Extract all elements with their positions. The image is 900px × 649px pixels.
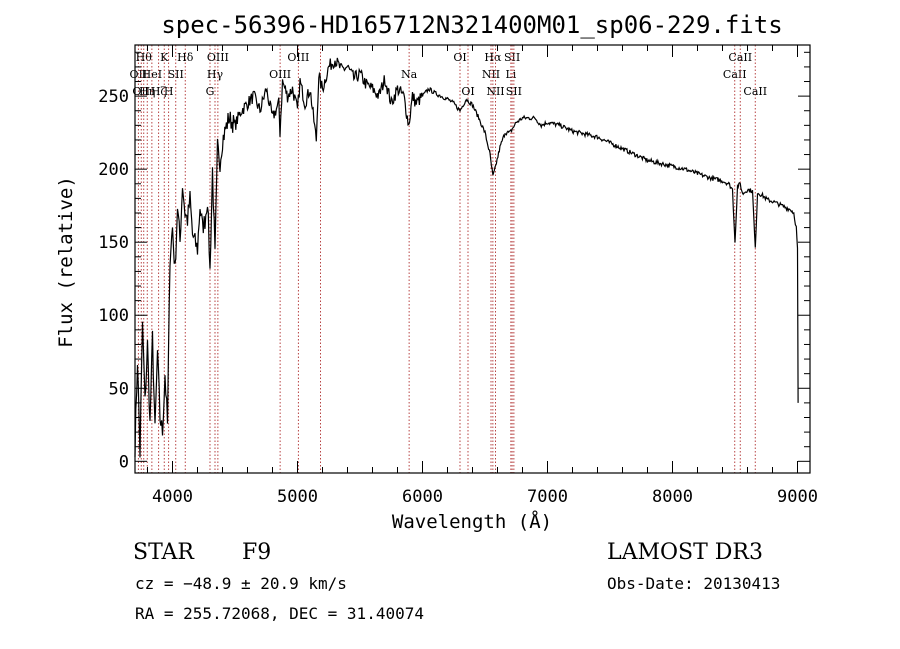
- x-tick-label: 8000: [652, 487, 693, 507]
- line-label: CaII: [743, 85, 767, 98]
- line-label: SII: [506, 85, 522, 98]
- x-axis-label: Wavelength (Å): [392, 510, 552, 533]
- x-tick-label: 4000: [152, 487, 193, 507]
- line-label: CaII: [728, 51, 752, 64]
- line-label: CaII: [723, 68, 747, 81]
- line-label: SII: [504, 51, 520, 64]
- line-label: Hθ: [136, 51, 153, 64]
- y-tick-label: 250: [98, 87, 129, 107]
- spectral-subclass: F9: [242, 540, 272, 565]
- line-label: H: [164, 85, 174, 98]
- y-axis-label: Flux (relative): [55, 176, 77, 348]
- line-label: OII: [132, 85, 150, 98]
- line-label: OI: [453, 51, 466, 64]
- line-label: OIII: [207, 51, 229, 64]
- line-label: NII: [482, 68, 500, 81]
- line-label: Hζ: [151, 85, 167, 98]
- line-label: SII: [168, 68, 184, 81]
- x-tick-label: 9000: [777, 487, 818, 507]
- y-tick-label: 100: [98, 306, 129, 326]
- chart-title: spec-56396-HD165712N321400M01_sp06-229.f…: [161, 11, 782, 39]
- spectrum-line: [134, 57, 799, 458]
- observation-date: Obs-Date: 20130413: [607, 574, 781, 593]
- line-label: OIII: [269, 68, 291, 81]
- y-tick-label: 150: [98, 233, 129, 253]
- spectrum-chart: spec-56396-HD165712N321400M01_sp06-229.f…: [55, 11, 818, 533]
- coordinates: RA = 255.72068, DEC = 31.40074: [135, 604, 424, 623]
- line-label: HeI: [142, 68, 162, 81]
- line-label: Hγ: [207, 68, 224, 81]
- line-label: OII: [130, 68, 148, 81]
- line-label: G: [206, 85, 215, 98]
- object-type: STAR: [133, 540, 194, 565]
- survey-name: LAMOST DR3: [607, 540, 763, 565]
- redshift-info: cz = −48.9 ± 20.9 km/s: [135, 574, 347, 593]
- y-tick-label: 200: [98, 160, 129, 180]
- x-tick-label: 6000: [402, 487, 443, 507]
- line-label: Na: [401, 68, 418, 81]
- line-label: K: [160, 51, 169, 64]
- x-tick-label: 7000: [527, 487, 568, 507]
- line-label: OIII: [287, 51, 309, 64]
- axis-ticks: 4000 5000 6000 7000 8000 9000 0 50 100 150 200 250: [98, 45, 818, 507]
- spectral-line-markers: OII OII Hθ Hη HeI Hζ K H SII Hδ G Hγ OIII OIII OIII Na O…: [130, 45, 767, 473]
- y-tick-label: 50: [109, 379, 129, 399]
- line-label: OI: [461, 85, 474, 98]
- line-label: Hη: [139, 85, 155, 98]
- line-label: Hα: [484, 51, 502, 64]
- line-label: NII: [486, 85, 504, 98]
- x-tick-label: 5000: [277, 487, 318, 507]
- line-label: Hδ: [177, 51, 194, 64]
- y-tick-label: 0: [119, 452, 129, 472]
- line-label: Li: [505, 68, 516, 81]
- plot-frame: [134, 44, 811, 474]
